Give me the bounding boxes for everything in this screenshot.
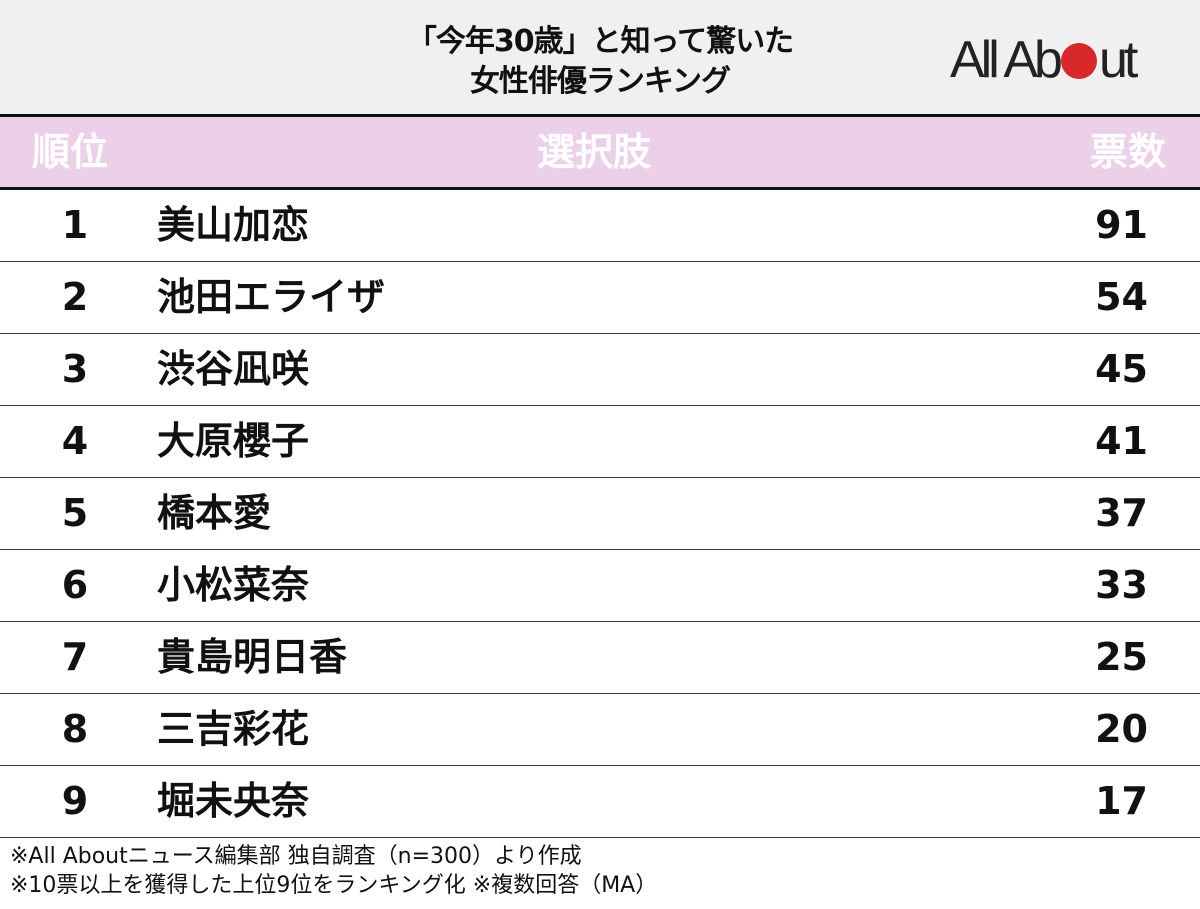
table-row: 5 橋本愛 37: [0, 478, 1200, 550]
votes-cell: 25: [1095, 635, 1148, 679]
votes-cell: 33: [1095, 563, 1148, 607]
votes-cell: 41: [1095, 419, 1148, 463]
name-cell: 小松菜奈: [157, 563, 310, 607]
rank-cell: 4: [61, 419, 89, 463]
votes-cell: 37: [1095, 491, 1148, 535]
name-cell: 堀未央奈: [157, 779, 310, 823]
table-row: 2 池田エライザ 54: [0, 262, 1200, 334]
footnotes: ※All Aboutニュース編集部 独自調査（n=300）より作成 ※10票以上…: [10, 842, 657, 900]
rank-cell: 7: [61, 635, 89, 679]
table-row: 6 小松菜奈 33: [0, 550, 1200, 622]
logo-red-dot-icon: [1060, 43, 1097, 79]
rank-cell: 5: [61, 491, 89, 535]
rank-cell: 6: [61, 563, 89, 607]
name-cell: 大原櫻子: [157, 419, 310, 463]
name-cell: 橋本愛: [157, 491, 272, 535]
header-choice: 選択肢: [537, 130, 652, 174]
ranking-table-body: 1 美山加恋 91 2 池田エライザ 54 3 渋谷凪咲 45 4 大原櫻子 41 5 橋本愛 37 6 小松菜…: [0, 190, 1200, 838]
table-row: 4 大原櫻子 41: [0, 406, 1200, 478]
name-cell: 渋谷凪咲: [157, 347, 310, 391]
votes-cell: 45: [1095, 347, 1148, 391]
footnote-source: ※All Aboutニュース編集部 独自調査（n=300）より作成: [10, 844, 582, 869]
title-line-1: 「今年30歳」と知って驚いた: [406, 24, 794, 59]
title-bar: 「今年30歳」と知って驚いた 女性俳優ランキング All Ab ut: [0, 0, 1200, 114]
table-row: 8 三吉彩花 20: [0, 694, 1200, 766]
rank-cell: 8: [61, 707, 89, 751]
name-cell: 美山加恋: [157, 203, 310, 247]
rank-cell: 3: [61, 347, 89, 391]
table-row: 3 渋谷凪咲 45: [0, 334, 1200, 406]
name-cell: 池田エライザ: [157, 275, 386, 319]
name-cell: 貴島明日香: [157, 635, 348, 679]
votes-cell: 54: [1095, 275, 1148, 319]
votes-cell: 20: [1095, 707, 1148, 751]
rank-cell: 2: [61, 275, 89, 319]
header-votes: 票数: [1089, 130, 1166, 174]
title-line-2: 女性俳優ランキング: [469, 64, 731, 99]
rank-cell: 1: [61, 203, 89, 247]
header-rank: 順位: [32, 130, 109, 174]
votes-cell: 17: [1095, 779, 1148, 823]
name-cell: 三吉彩花: [157, 707, 310, 751]
all-about-logo: All Ab ut: [950, 31, 1138, 89]
chart-title: 「今年30歳」と知って驚いた 女性俳優ランキング: [300, 22, 900, 102]
logo-text-start: All Ab: [950, 31, 1063, 89]
table-header: 順位 選択肢 票数: [0, 114, 1200, 190]
table-row: 7 貴島明日香 25: [0, 622, 1200, 694]
table-row: 1 美山加恋 91: [0, 190, 1200, 262]
rank-cell: 9: [61, 779, 89, 823]
table-row: 9 堀未央奈 17: [0, 766, 1200, 838]
votes-cell: 91: [1095, 203, 1148, 247]
footnote-method: ※10票以上を獲得した上位9位をランキング化 ※複数回答（MA）: [10, 873, 658, 898]
logo-text-end: ut: [1098, 31, 1138, 89]
